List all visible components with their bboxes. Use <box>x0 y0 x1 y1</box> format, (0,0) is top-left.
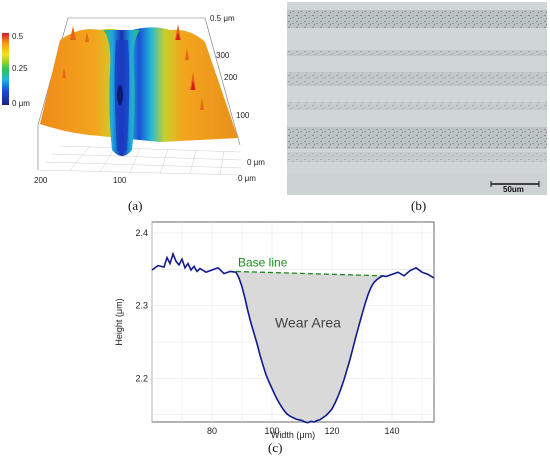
caption-b: (b) <box>411 198 427 213</box>
colorbar-tick-low: 0 μm <box>12 99 30 108</box>
surface-3d-panel: 0.5 0.25 0 μm <box>0 0 270 195</box>
x-tick-label: 120 <box>324 426 339 436</box>
y-tick-0: 0 μm <box>247 158 265 167</box>
y-tick-label: 2.2 <box>135 373 148 383</box>
caption-a: (a) <box>128 198 143 213</box>
box-frame <box>37 17 241 170</box>
profile-chart: 80 100 120 140 2.2 2.3 2.4 Base line Wear Area… <box>114 221 435 440</box>
y-axis-label: Height (μm) <box>114 298 124 345</box>
x-axis-label: Width (μm) <box>271 430 315 440</box>
caption-c: (c) <box>268 440 283 455</box>
y-tick-label: 2.4 <box>135 228 148 238</box>
wear-area-label: Wear Area <box>275 314 341 330</box>
colorbar-tick-high: 0.5 <box>12 32 24 41</box>
x-tick-label: 140 <box>384 426 399 436</box>
y-tick-200: 200 <box>224 73 238 82</box>
colorbar-tick-mid: 0.25 <box>12 64 28 73</box>
z-axis-label: 0.5 μm <box>210 14 235 23</box>
y-tick-300: 300 <box>216 51 230 60</box>
profile-line <box>151 251 435 424</box>
scale-bar-label: 50um <box>503 185 524 194</box>
colorbar <box>2 33 9 105</box>
surface-mesh <box>40 27 238 142</box>
x-tick-200: 200 <box>34 176 48 185</box>
wear-area-fill <box>236 271 383 423</box>
x-tick-label: 100 <box>264 426 279 436</box>
x-tick-100: 100 <box>113 176 127 185</box>
floor-grid <box>37 145 243 176</box>
y-tick-label: 2.3 <box>135 301 148 311</box>
x-tick-label: 80 <box>207 426 217 436</box>
micrograph-panel: 50um <box>287 2 547 195</box>
y-tick-100: 100 <box>236 111 250 120</box>
x-tick-0: 0 μm <box>238 174 256 183</box>
axis-ticks: 80 100 120 140 2.2 2.3 2.4 <box>135 228 399 436</box>
profile-chart-panel: 80 100 120 140 2.2 2.3 2.4 Base line Wear Area… <box>110 212 440 460</box>
micrograph-image: 50um <box>287 2 547 195</box>
surface-3d-plot: 0.5 0.25 0 μm <box>2 14 265 185</box>
baseline-line <box>235 270 384 277</box>
baseline-label: Base line <box>238 255 288 269</box>
